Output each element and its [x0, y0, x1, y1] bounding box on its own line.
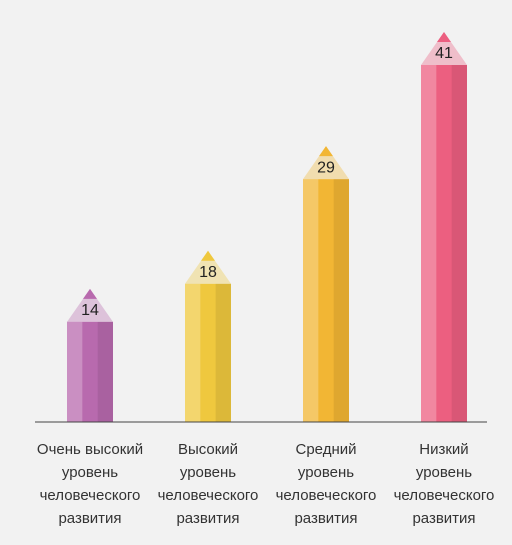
pencil-tip [319, 146, 333, 157]
pencil-stripe-light [185, 283, 201, 422]
pencil-body [67, 321, 113, 422]
x-tick-label: человеческого [158, 487, 259, 504]
pencil-cone [303, 146, 349, 180]
x-tick-label: развития [58, 510, 121, 527]
pencil-stripe-light [303, 179, 319, 422]
value-label: 29 [317, 159, 335, 176]
pencil-stripe-dark [97, 321, 113, 422]
pencil [185, 250, 231, 422]
x-tick-label: уровень [416, 464, 472, 481]
x-tick-label: Очень высокий [37, 441, 143, 458]
pencil-tip [437, 32, 451, 42]
value-label: 14 [81, 302, 99, 319]
value-label: 41 [435, 45, 453, 62]
pencil [67, 288, 113, 422]
x-tick-label: человеческого [394, 487, 495, 504]
pencil-stripe-light [67, 321, 83, 422]
pencil-body [421, 65, 467, 422]
pencil-stripe-dark [451, 65, 467, 422]
x-tick-label: Низкий [419, 441, 468, 458]
x-tick-label: человеческого [276, 487, 377, 504]
pencil-tip [201, 250, 215, 261]
pencil-stripe-light [421, 65, 437, 422]
pencil-body [303, 179, 349, 422]
x-tick-label: человеческого [40, 487, 141, 504]
pencil-tip [83, 288, 97, 299]
x-tick-label: развития [294, 510, 357, 527]
value-label: 18 [199, 264, 217, 281]
pencil-cone [67, 288, 113, 322]
x-tick-label: Высокий [178, 441, 238, 458]
pencil-cone [421, 32, 467, 65]
x-tick-label: развития [176, 510, 239, 527]
pencil-body [185, 283, 231, 422]
pencil-stripe-dark [333, 179, 349, 422]
x-tick-label: уровень [298, 464, 354, 481]
x-tick-label: Средний [296, 441, 357, 458]
x-tick-label: уровень [180, 464, 236, 481]
pencil [303, 146, 349, 422]
pencil-cone [185, 250, 231, 284]
pencil [421, 32, 467, 422]
pencil-stripe-dark [215, 283, 231, 422]
x-tick-label: развития [412, 510, 475, 527]
x-tick-label: уровень [62, 464, 118, 481]
